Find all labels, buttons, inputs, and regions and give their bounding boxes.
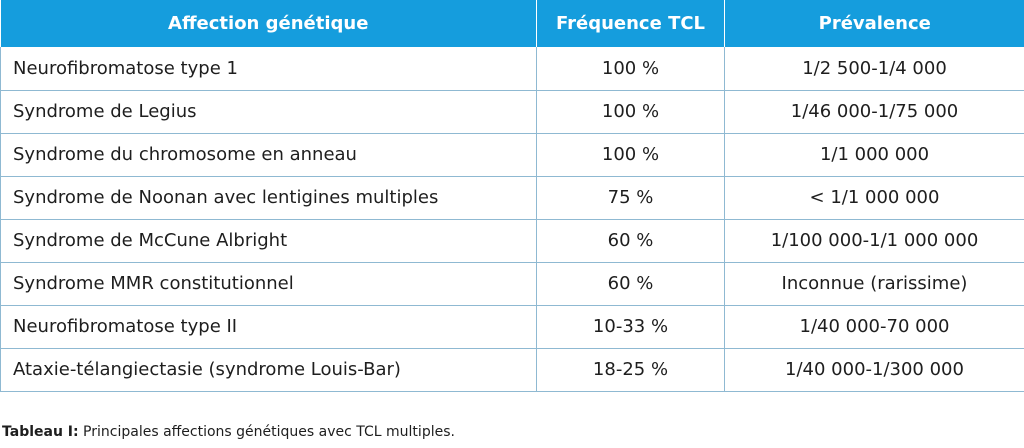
cell-prevalence: < 1/1 000 000	[724, 175, 1024, 220]
table-row: Ataxie-télangiectasie (syndrome Louis-Ba…	[0, 347, 1024, 392]
header-frequency: Fréquence TCL	[536, 0, 725, 47]
cell-condition: Syndrome MMR constitutionnel	[0, 261, 537, 306]
table-row: Syndrome de Legius 100 % 1/46 000-1/75 0…	[0, 89, 1024, 134]
cell-prevalence: Inconnue (rarissime)	[724, 261, 1024, 306]
cell-condition: Ataxie-télangiectasie (syndrome Louis-Ba…	[0, 347, 537, 392]
cell-frequency: 100 %	[536, 89, 725, 134]
table-row: Neurofibromatose type 1 100 % 1/2 500-1/…	[0, 47, 1024, 91]
cell-frequency: 75 %	[536, 175, 725, 220]
table-row: Syndrome MMR constitutionnel 60 % Inconn…	[0, 261, 1024, 306]
cell-frequency: 60 %	[536, 218, 725, 263]
cell-condition: Syndrome de Noonan avec lentigines multi…	[0, 175, 537, 220]
cell-frequency: 60 %	[536, 261, 725, 306]
table-row: Neurofibromatose type II 10-33 % 1/40 00…	[0, 304, 1024, 349]
cell-condition: Syndrome de McCune Albright	[0, 218, 537, 263]
header-prevalence: Prévalence	[724, 0, 1024, 47]
table-row: Syndrome de McCune Albright 60 % 1/100 0…	[0, 218, 1024, 263]
table-body: Neurofibromatose type 1 100 % 1/2 500-1/…	[0, 47, 1024, 392]
cell-condition: Neurofibromatose type 1	[0, 47, 537, 91]
header-row: Affection génétique Fréquence TCL Préval…	[0, 0, 1024, 47]
cell-frequency: 100 %	[536, 47, 725, 91]
cell-condition: Syndrome du chromosome en anneau	[0, 132, 537, 177]
cell-frequency: 18-25 %	[536, 347, 725, 392]
table-caption: Tableau I: Principales affections généti…	[2, 424, 455, 440]
cell-prevalence: 1/40 000-70 000	[724, 304, 1024, 349]
table-header: Affection génétique Fréquence TCL Préval…	[0, 0, 1024, 47]
cell-prevalence: 1/2 500-1/4 000	[724, 47, 1024, 91]
caption-label: Tableau I:	[2, 424, 79, 440]
cell-prevalence: 1/1 000 000	[724, 132, 1024, 177]
cell-frequency: 10-33 %	[536, 304, 725, 349]
table-row: Syndrome du chromosome en anneau 100 % 1…	[0, 132, 1024, 177]
cell-frequency: 100 %	[536, 132, 725, 177]
genetic-conditions-table-container: Affection génétique Fréquence TCL Préval…	[0, 0, 1024, 392]
cell-prevalence: 1/46 000-1/75 000	[724, 89, 1024, 134]
genetic-conditions-table: Affection génétique Fréquence TCL Préval…	[0, 0, 1024, 392]
cell-condition: Neurofibromatose type II	[0, 304, 537, 349]
header-condition: Affection génétique	[0, 0, 537, 47]
table-row: Syndrome de Noonan avec lentigines multi…	[0, 175, 1024, 220]
caption-text: Principales affections génétiques avec T…	[78, 424, 455, 440]
cell-prevalence: 1/100 000-1/1 000 000	[724, 218, 1024, 263]
cell-condition: Syndrome de Legius	[0, 89, 537, 134]
cell-prevalence: 1/40 000-1/300 000	[724, 347, 1024, 392]
